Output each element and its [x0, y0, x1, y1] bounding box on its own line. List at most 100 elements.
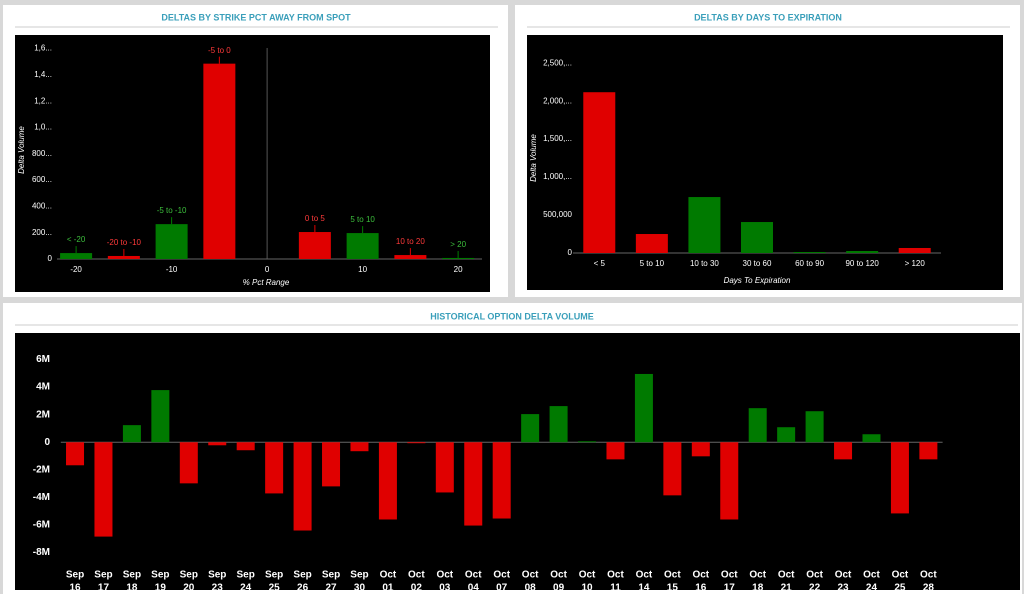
x-tick-label: Sep: [123, 570, 141, 581]
x-tick-label: Oct: [493, 570, 510, 581]
x-tick-label: 17: [98, 583, 110, 594]
bar: [151, 390, 170, 443]
x-tick-label: 25: [894, 583, 906, 594]
bar: [407, 442, 426, 444]
y-tick-label: -2M: [33, 464, 50, 475]
bar: [208, 442, 227, 446]
x-tick-label: Oct: [863, 570, 880, 581]
x-tick-label: 20: [183, 583, 195, 594]
chart-title: DELTAS BY STRIKE PCT AWAY FROM SPOT: [161, 12, 351, 22]
x-tick-label: 07: [496, 583, 508, 594]
y-tick-label: 1,4...: [34, 70, 52, 79]
data-label: -5 to -10: [157, 206, 187, 215]
y-tick-label: 2,500,...: [543, 58, 572, 67]
x-tick-label: Sep: [293, 570, 311, 581]
x-tick-label: Oct: [636, 570, 653, 581]
bar: [94, 442, 113, 537]
bar: [748, 408, 767, 443]
data-label: > 20: [450, 240, 466, 249]
x-tick-label: 18: [126, 583, 138, 594]
bar: [298, 232, 331, 259]
x-tick-label: < 5: [594, 259, 606, 268]
x-tick-label: Sep: [350, 570, 368, 581]
y-tick-label: 1,500,...: [543, 134, 572, 143]
bar: [898, 247, 931, 253]
bar: [578, 441, 597, 443]
bar: [777, 427, 796, 443]
y-tick-label: 400...: [32, 201, 52, 210]
x-tick-label: 0: [265, 265, 270, 274]
x-tick-label: 20: [454, 265, 463, 274]
x-tick-label: Sep: [180, 570, 198, 581]
x-tick-label: Sep: [66, 570, 84, 581]
plot-bg: [15, 333, 1020, 590]
x-tick-label: Oct: [692, 570, 709, 581]
bar: [442, 257, 475, 259]
bar: [793, 252, 826, 253]
x-tick-label: 19: [155, 583, 167, 594]
x-tick-label: 14: [638, 583, 650, 594]
bar: [890, 442, 909, 514]
x-tick-label: Oct: [550, 570, 567, 581]
data-label: -20 to -10: [107, 238, 142, 247]
bar: [203, 63, 236, 259]
y-tick-label: 0: [48, 254, 53, 263]
x-tick-label: 60 to 90: [795, 259, 824, 268]
x-tick-label: Sep: [237, 570, 255, 581]
x-tick-label: 30 to 60: [743, 259, 772, 268]
x-tick-label: Oct: [721, 570, 738, 581]
bar: [179, 442, 198, 484]
y-tick-label: 0: [568, 248, 573, 257]
x-tick-label: Sep: [265, 570, 283, 581]
x-tick-label: 23: [837, 583, 849, 594]
bar: [919, 442, 938, 460]
bar: [635, 234, 668, 253]
bar: [691, 442, 710, 457]
x-tick-label: 16: [69, 583, 81, 594]
data-label: 0 to 5: [305, 214, 326, 223]
x-tick-label: 24: [866, 583, 878, 594]
x-tick-label: 04: [468, 583, 480, 594]
x-tick-label: Oct: [465, 570, 482, 581]
bar: [394, 255, 427, 259]
x-tick-label: 10 to 30: [690, 259, 719, 268]
x-tick-label: 30: [354, 583, 366, 594]
y-tick-label: 500,000: [543, 210, 572, 219]
x-tick-label: 5 to 10: [640, 259, 665, 268]
x-tick-label: Oct: [920, 570, 937, 581]
x-axis-label: Days To Expiration: [724, 276, 791, 285]
x-tick-label: > 120: [905, 259, 926, 268]
y-tick-label: -8M: [33, 547, 50, 558]
bar: [583, 92, 616, 253]
x-tick-label: 10: [358, 265, 367, 274]
bar: [265, 442, 284, 494]
y-tick-label: 0: [44, 437, 50, 448]
bar: [378, 442, 397, 520]
bar: [862, 434, 881, 443]
bar: [663, 442, 682, 496]
y-tick-label: 2M: [36, 409, 50, 420]
x-tick-label: 90 to 120: [845, 259, 879, 268]
x-tick-label: 22: [809, 583, 821, 594]
y-axis-label: Delta Volume: [17, 126, 26, 174]
x-tick-label: 27: [325, 583, 337, 594]
x-tick-label: Oct: [806, 570, 823, 581]
bar: [846, 251, 879, 253]
x-tick-label: 16: [695, 583, 707, 594]
x-tick-label: Oct: [664, 570, 681, 581]
bar: [688, 197, 721, 253]
x-tick-label: 11: [610, 583, 621, 594]
x-tick-label: 02: [411, 583, 423, 594]
bar: [322, 442, 341, 487]
x-tick-label: Oct: [778, 570, 795, 581]
bar: [155, 224, 188, 259]
y-tick-label: 6M: [36, 354, 50, 365]
x-tick-label: Oct: [749, 570, 766, 581]
chart-title: DELTAS BY DAYS TO EXPIRATION: [694, 12, 842, 22]
bar: [107, 255, 140, 259]
bar: [350, 442, 369, 452]
bar: [236, 442, 255, 451]
x-tick-label: 18: [752, 583, 764, 594]
x-tick-label: 01: [382, 583, 394, 594]
